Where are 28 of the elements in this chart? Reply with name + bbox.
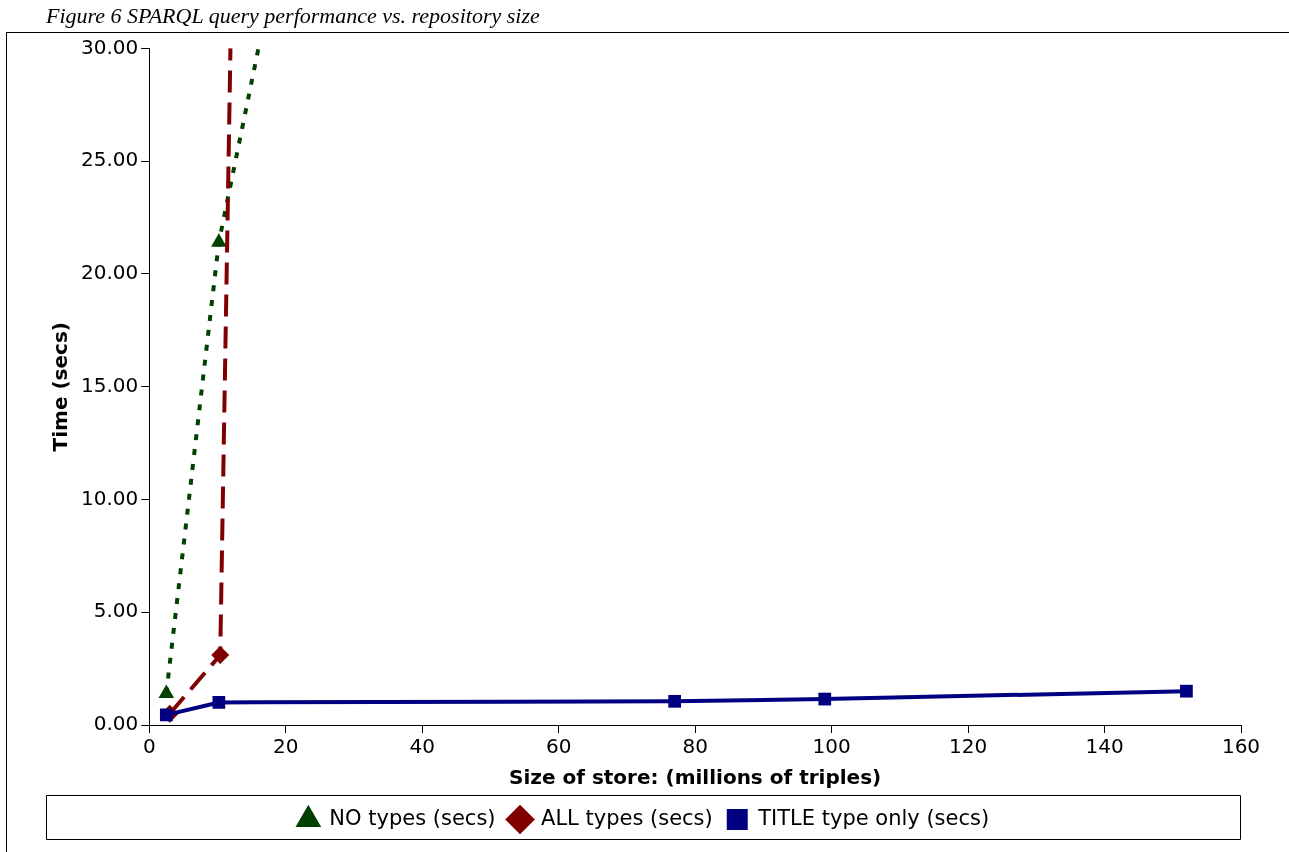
y-tick-label: 10.00 — [80, 485, 139, 510]
x-tick-label: 140 — [1085, 734, 1124, 759]
x-tick-label: 40 — [409, 734, 435, 759]
y-tick-label: 5.00 — [93, 598, 139, 623]
x-tick-label: 0 — [142, 734, 156, 759]
y-tick-label: 0.00 — [93, 711, 139, 736]
y-axis-title: Time (secs) — [48, 322, 73, 452]
y-tick-label: 20.00 — [80, 260, 139, 285]
y-tick-label: 15.00 — [80, 372, 139, 397]
x-axis-title: Size of store: (millions of triples) — [509, 765, 882, 790]
point — [211, 646, 230, 665]
x-tick-label: 120 — [948, 734, 988, 759]
chart-title: Figure 6 SPARQL query performance vs. repository size — [45, 2, 540, 28]
x-tick-label: 80 — [682, 734, 708, 759]
y-tick-label: 25.00 — [80, 147, 139, 172]
legend-label: NO types (secs) — [329, 805, 496, 830]
legend-label: ALL types (secs) — [541, 805, 713, 830]
x-tick-label: 20 — [273, 734, 299, 759]
point — [668, 694, 682, 708]
y-tick-label: 30.00 — [80, 34, 139, 59]
point — [212, 696, 226, 709]
legend-label: TITLE type only (secs) — [757, 805, 990, 830]
x-tick-label: 100 — [812, 734, 851, 759]
x-tick-label: 160 — [1221, 734, 1261, 759]
point — [818, 692, 832, 706]
point — [1180, 684, 1193, 698]
point — [159, 708, 173, 722]
x-tick-label: 60 — [545, 734, 572, 759]
